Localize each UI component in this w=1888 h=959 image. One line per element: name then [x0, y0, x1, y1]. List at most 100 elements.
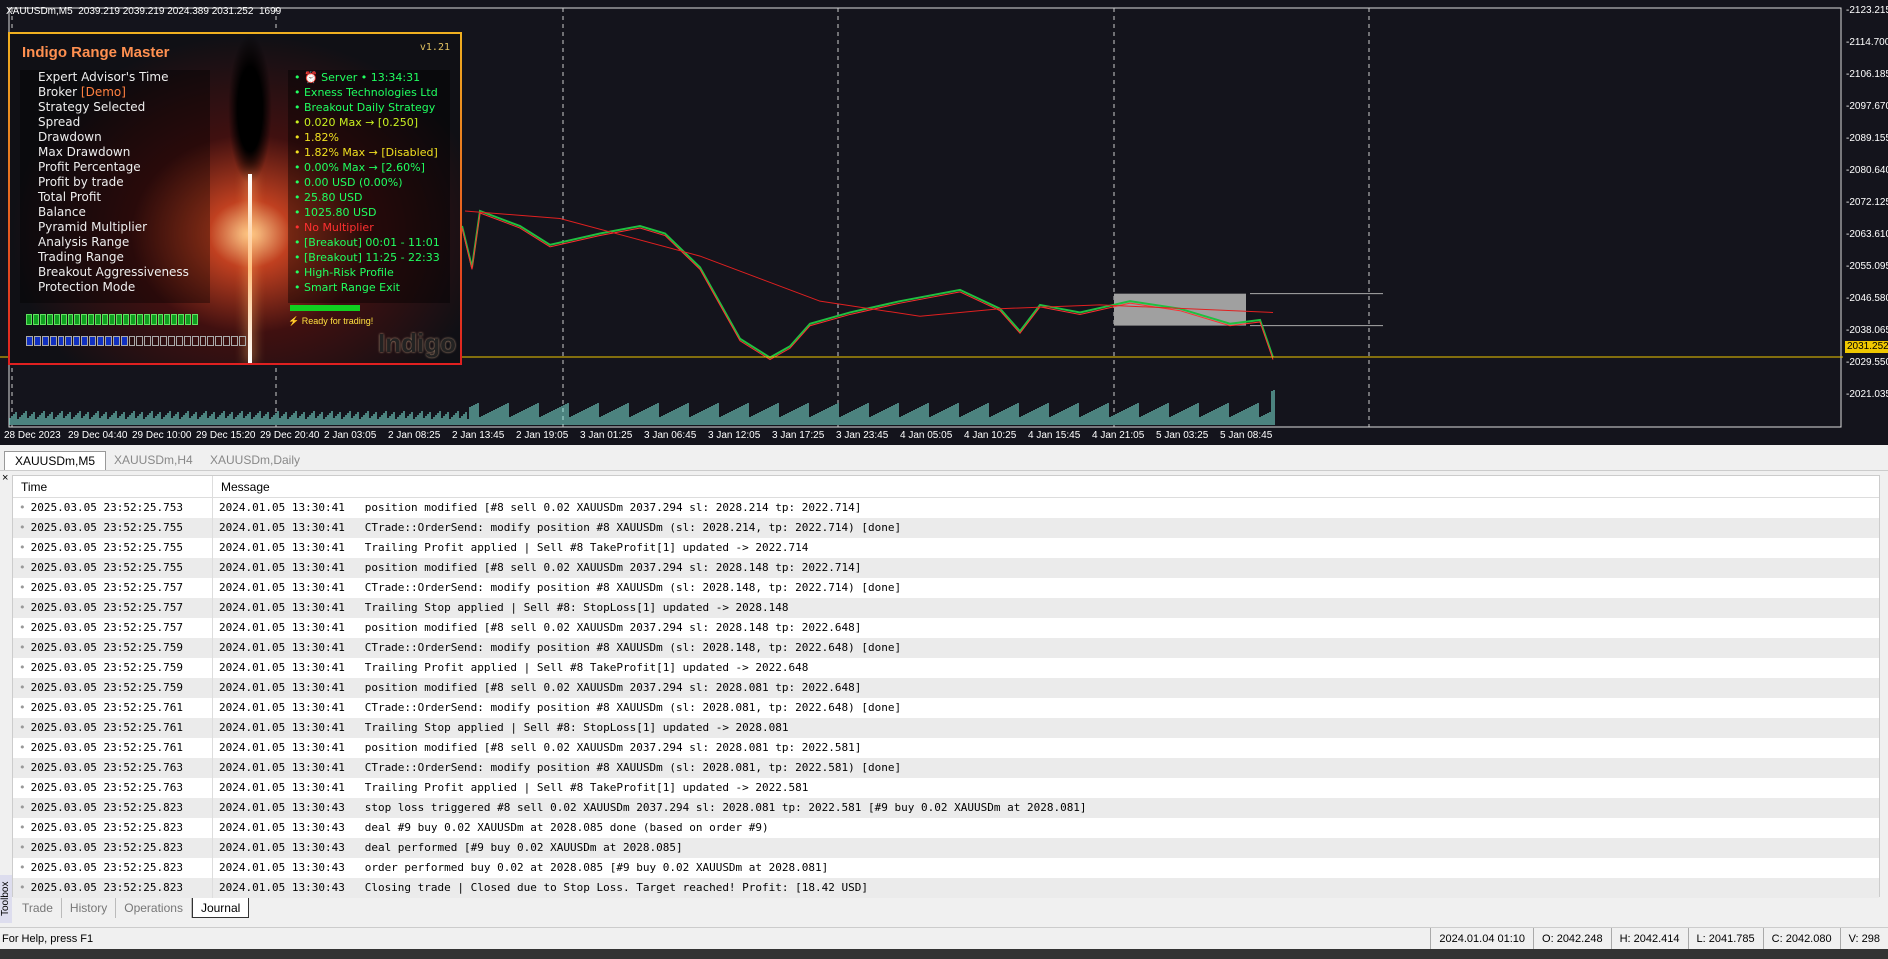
price-label: -2029.550: [1846, 357, 1888, 368]
time-label: 3 Jan 12:05: [708, 430, 761, 441]
time-label: 3 Jan 23:45: [836, 430, 889, 441]
tab-xauusdm-h4[interactable]: XAUUSDm,H4: [114, 453, 193, 467]
row-message: 2024.01.05 13:30:41 position modified [#…: [219, 561, 862, 574]
journal-row[interactable]: 2025.03.05 23:52:25.759 2024.01.05 13:30:…: [13, 678, 1879, 698]
progress-segment: [109, 314, 115, 325]
panel-value: • Breakout Daily Strategy: [294, 101, 436, 114]
chart-plot[interactable]: [0, 0, 1843, 445]
lightning-icon: ⚡: [288, 316, 302, 326]
time-label: 3 Jan 17:25: [772, 430, 825, 441]
time-label: 4 Jan 10:25: [964, 430, 1017, 441]
journal-row[interactable]: 2025.03.05 23:52:25.761 2024.01.05 13:30:…: [13, 738, 1879, 758]
taskbar-strip: [0, 949, 1888, 959]
row-time: 2025.03.05 23:52:25.761: [13, 718, 213, 738]
progress-segment: [231, 336, 239, 346]
panel-value: • 1025.80 USD: [294, 206, 377, 219]
panel-label: Trading Range: [38, 250, 124, 264]
journal-row[interactable]: 2025.03.05 23:52:25.823 2024.01.05 13:30:…: [13, 838, 1879, 858]
panel-value: • High-Risk Profile: [294, 266, 394, 279]
panel-value: • 1.82%: [294, 131, 339, 144]
progress-segment: [122, 314, 129, 325]
price-label: -2080.640: [1846, 165, 1888, 176]
chart-tabs: XAUUSDm,M5 XAUUSDm,H4 XAUUSDm,Daily: [0, 449, 1888, 471]
progress-segment: [143, 314, 150, 325]
progress-segment: [128, 336, 136, 346]
row-message: 2024.01.05 13:30:43 deal performed [#9 b…: [219, 841, 683, 854]
progress-segment: [81, 314, 88, 325]
status-open: O: 2042.248: [1533, 928, 1611, 950]
toolbox-label[interactable]: Toolbox: [0, 875, 12, 923]
journal-row[interactable]: 2025.03.05 23:52:25.763 2024.01.05 13:30:…: [13, 758, 1879, 778]
panel-label: Strategy Selected: [38, 100, 146, 114]
green-progress-bar: [26, 314, 199, 325]
panel-label: Balance: [38, 205, 86, 219]
progress-segment: [89, 336, 97, 346]
time-label: 4 Jan 05:05: [900, 430, 953, 441]
journal-row[interactable]: 2025.03.05 23:52:25.755 2024.01.05 13:30:…: [13, 558, 1879, 578]
panel-title: Indigo Range Master: [22, 44, 170, 61]
journal-row[interactable]: 2025.03.05 23:52:25.759 2024.01.05 13:30:…: [13, 658, 1879, 678]
progress-segment: [215, 336, 223, 346]
tab-trade[interactable]: Trade: [14, 898, 62, 918]
journal-row[interactable]: 2025.03.05 23:52:25.823 2024.01.05 13:30:…: [13, 798, 1879, 818]
row-message: 2024.01.05 13:30:43 deal #9 buy 0.02 XAU…: [219, 821, 769, 834]
journal-row[interactable]: 2025.03.05 23:52:25.759 2024.01.05 13:30:…: [13, 638, 1879, 658]
panel-value: • No Multiplier: [294, 221, 374, 234]
column-time[interactable]: Time: [13, 476, 213, 497]
progress-segment: [239, 336, 246, 346]
journal-log: Time Message 2025.03.05 23:52:25.753 2024…: [12, 475, 1880, 898]
journal-row[interactable]: 2025.03.05 23:52:25.823 2024.01.05 13:30:…: [13, 878, 1879, 898]
progress-segment: [26, 314, 32, 325]
help-text: For Help, press F1: [2, 933, 94, 945]
panel-value: • 25.80 USD: [294, 191, 363, 204]
row-time: 2025.03.05 23:52:25.755: [13, 558, 213, 578]
tab-history[interactable]: History: [62, 898, 117, 918]
row-message: 2024.01.05 13:30:41 Trailing Stop applie…: [219, 601, 789, 614]
journal-row[interactable]: 2025.03.05 23:52:25.755 2024.01.05 13:30:…: [13, 538, 1879, 558]
journal-row[interactable]: 2025.03.05 23:52:25.761 2024.01.05 13:30:…: [13, 698, 1879, 718]
status-high: H: 2042.414: [1610, 928, 1688, 950]
panel-value: • Smart Range Exit: [294, 281, 400, 294]
tab-journal[interactable]: Journal: [191, 898, 250, 918]
price-label: -2055.095: [1846, 261, 1888, 272]
tab-operations[interactable]: Operations: [116, 898, 192, 918]
price-label: -2089.155: [1846, 133, 1888, 144]
progress-segment: [120, 336, 128, 346]
ready-text: Ready for trading!: [301, 316, 374, 326]
price-axis[interactable]: -2123.215 -2114.700 -2106.185 -2097.670 -208…: [1843, 0, 1888, 428]
journal-row[interactable]: 2025.03.05 23:52:25.761 2024.01.05 13:30:…: [13, 718, 1879, 738]
journal-row[interactable]: 2025.03.05 23:52:25.757 2024.01.05 13:30:…: [13, 618, 1879, 638]
progress-segment: [185, 314, 192, 325]
volume-bars: [9, 390, 1275, 425]
journal-row[interactable]: 2025.03.05 23:52:25.757 2024.01.05 13:30:…: [13, 598, 1879, 618]
progress-segment: [178, 314, 185, 325]
row-time: 2025.03.05 23:52:25.763: [13, 778, 213, 798]
price-label: -2046.580: [1846, 293, 1888, 304]
journal-row[interactable]: 2025.03.05 23:52:25.753 2024.01.05 13:30:…: [13, 498, 1879, 518]
panel-value: • [Breakout] 11:25 - 22:33: [294, 251, 440, 264]
panel-label: Broker [Demo]: [38, 85, 126, 99]
tab-xauusdm-m5[interactable]: XAUUSDm,M5: [4, 451, 107, 470]
chart-header: XAUUSDm,M5 2039.219 2039.219 2024.389 20…: [6, 6, 282, 17]
column-message[interactable]: Message: [221, 480, 270, 494]
price-chart[interactable]: XAUUSDm,M5 2039.219 2039.219 2024.389 20…: [0, 0, 1888, 445]
journal-row[interactable]: 2025.03.05 23:52:25.757 2024.01.05 13:30:…: [13, 578, 1879, 598]
journal-row[interactable]: 2025.03.05 23:52:25.755 2024.01.05 13:30:…: [13, 518, 1879, 538]
row-message: 2024.01.05 13:30:41 Trailing Profit appl…: [219, 661, 809, 674]
progress-segment: [46, 314, 53, 325]
progress-segment: [81, 336, 89, 346]
progress-segment: [53, 314, 60, 325]
row-message: 2024.01.05 13:30:41 position modified [#…: [219, 621, 862, 634]
tab-xauusdm-daily[interactable]: XAUUSDm,Daily: [210, 453, 301, 467]
journal-row[interactable]: 2025.03.05 23:52:25.823 2024.01.05 13:30:…: [13, 858, 1879, 878]
toolbox-tabs: Trade History Operations Journal: [14, 898, 250, 920]
close-icon[interactable]: ×: [2, 472, 9, 484]
progress-segment: [136, 336, 144, 346]
journal-row[interactable]: 2025.03.05 23:52:25.823 2024.01.05 13:30:…: [13, 818, 1879, 838]
row-message: 2024.01.05 13:30:41 position modified [#…: [219, 681, 862, 694]
progress-segment: [88, 314, 95, 325]
row-time: 2025.03.05 23:52:25.823: [13, 858, 213, 878]
progress-segment: [144, 336, 152, 346]
row-time: 2025.03.05 23:52:25.753: [13, 498, 213, 518]
journal-row[interactable]: 2025.03.05 23:52:25.763 2024.01.05 13:30:…: [13, 778, 1879, 798]
